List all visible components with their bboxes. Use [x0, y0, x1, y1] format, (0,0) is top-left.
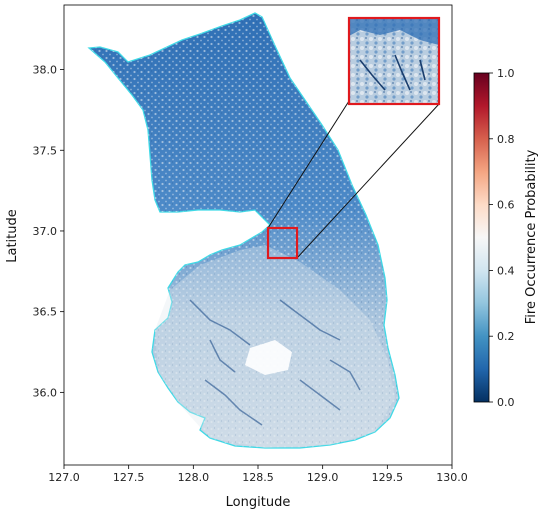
colorbar-tick-label: 0.6 — [497, 199, 515, 212]
x-axis-label: Longitude — [226, 495, 291, 510]
y-tick-label: 37.0 — [33, 225, 58, 238]
x-tick-label: 127.5 — [113, 471, 145, 484]
map-layer — [87, 12, 400, 449]
x-tick-label: 129.5 — [372, 471, 404, 484]
y-tick-label: 38.0 — [33, 64, 58, 77]
x-tick-label: 130.0 — [436, 471, 468, 484]
y-tick-label: 37.5 — [33, 144, 58, 157]
inset-highlight-box — [266, 226, 299, 260]
colorbar-tick-label: 0.0 — [497, 396, 515, 409]
texture-overlay — [89, 13, 399, 448]
estuary-gap — [245, 340, 292, 375]
y-tick-label: 36.0 — [33, 386, 58, 399]
y-tick-label: 36.5 — [33, 306, 58, 319]
x-tick-label: 129.0 — [307, 471, 339, 484]
colorbar-ticks: 0.0 0.2 0.4 0.6 0.8 1.0 — [489, 67, 515, 409]
colorbar-tick-label: 0.2 — [497, 330, 515, 343]
inset-connector-right — [296, 103, 440, 259]
x-tick-label: 128.5 — [242, 471, 274, 484]
y-axis-ticks: 36.0 36.5 37.0 37.5 38.0 — [33, 64, 64, 399]
y-axis-label: Latitude — [5, 209, 20, 263]
colorbar-tick-label: 0.8 — [497, 133, 515, 146]
x-tick-label: 128.0 — [178, 471, 210, 484]
x-tick-label: 127.0 — [48, 471, 80, 484]
inset-zoom-panel — [347, 16, 441, 106]
x-axis-ticks: 127.0 127.5 128.0 128.5 129.0 129.5 130.0 — [48, 465, 468, 484]
colorbar-label: Fire Occurrence Probability — [524, 149, 539, 324]
colorbar — [473, 72, 490, 403]
inset-connector-left — [267, 100, 350, 229]
colorbar-tick-label: 1.0 — [497, 67, 515, 80]
colorbar-tick-label: 0.4 — [497, 264, 515, 277]
river-channels — [189, 299, 361, 426]
